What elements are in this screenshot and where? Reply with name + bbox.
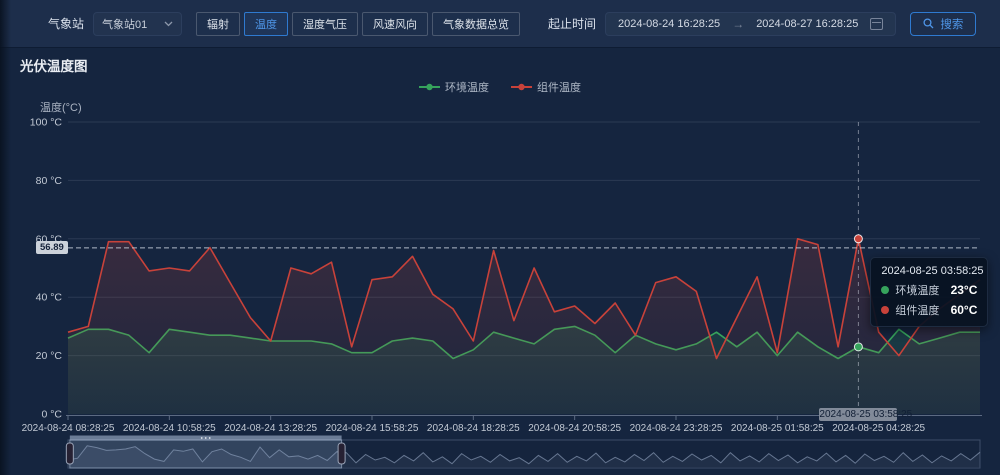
- slider-move-dot: [204, 437, 207, 439]
- date-range-picker[interactable]: 2024-08-24 16:28:25 → 2024-08-27 16:28:2…: [605, 11, 897, 36]
- x-axis-tick-label: 2024-08-24 23:28:25: [630, 423, 723, 434]
- x-axis-tick-label: 2024-08-24 10:58:25: [123, 423, 216, 434]
- y-axis-tick-label: 40 °C: [36, 292, 63, 304]
- y-axis-tick-label: 20 °C: [36, 350, 63, 362]
- header-tab-3[interactable]: 风速风向: [362, 11, 429, 36]
- series-area-1: [68, 238, 980, 414]
- search-icon: [923, 18, 934, 29]
- station-select-value: 气象站01: [102, 18, 148, 31]
- range-label: 起止时间: [548, 17, 597, 31]
- y-axis-tick-label: 0 °C: [41, 409, 62, 421]
- slider-handle-left[interactable]: [65, 442, 74, 465]
- legend-item-label: 环境温度: [445, 82, 489, 94]
- x-axis-tick-label: 2024-08-25 01:58:25: [731, 423, 824, 434]
- slider-move-dot: [200, 437, 203, 439]
- chart-tooltip: 2024-08-25 03:58:25 环境温度 23°C 组件温度 60°C: [870, 257, 989, 327]
- tooltip-series-value: 60°C: [950, 303, 978, 317]
- slider-selected-window[interactable]: [69, 439, 343, 469]
- y-axis-name: 温度(°C): [40, 102, 82, 114]
- end-time-value: 2024-08-27 16:28:25: [756, 17, 859, 30]
- search-button[interactable]: 搜索: [910, 11, 977, 36]
- legend-item-1[interactable]: 组件温度: [511, 79, 581, 95]
- slider-move-dot: [208, 437, 211, 439]
- header-tab-0[interactable]: 辐射: [196, 11, 241, 36]
- x-axis-tick-label: 2024-08-25 04:28:25: [832, 423, 925, 434]
- header-tab-2[interactable]: 湿度气压: [292, 11, 359, 36]
- legend-marker-icon: [511, 83, 532, 91]
- start-time-value: 2024-08-24 16:28:25: [618, 17, 721, 30]
- slider-mini-line: [67, 445, 981, 465]
- chart-legend: 环境温度 组件温度: [0, 79, 1000, 95]
- tooltip-row-0: 环境温度 23°C: [881, 282, 977, 298]
- series-line-1: [67, 238, 981, 360]
- calendar-icon: [870, 17, 884, 30]
- chevron-down-icon: [164, 21, 173, 26]
- tooltip-series-dot: [881, 286, 890, 294]
- station-select[interactable]: 气象站01: [93, 11, 183, 36]
- legend-marker-icon: [419, 83, 440, 91]
- arrow-right-icon: →: [732, 16, 745, 31]
- hover-marker-ambient: [853, 342, 863, 352]
- slider-handle-right[interactable]: [337, 442, 346, 465]
- top-bar: 气象站 气象站01 辐射 温度 湿度气压 风速风向 气象数据总览 起止时间 2024-0…: [0, 0, 1000, 48]
- mark-line-value-label: 56.89: [36, 240, 68, 254]
- x-axis-tick-label: 2024-08-24 13:28:25: [224, 423, 317, 434]
- search-button-label: 搜索: [940, 18, 964, 31]
- tooltip-series-label: 环境温度: [895, 285, 940, 297]
- header-tab-4[interactable]: 气象数据总览: [432, 11, 521, 36]
- y-axis-tick-label: 100 °C: [30, 117, 63, 129]
- tooltip-series-value: 23°C: [950, 283, 978, 297]
- x-axis-tick-label: 2024-08-24 15:58:25: [326, 423, 419, 434]
- tooltip-series-dot: [881, 306, 890, 314]
- tooltip-series-label: 组件温度: [895, 305, 940, 317]
- page-title: 光伏温度图: [20, 59, 88, 74]
- tooltip-title: 2024-08-25 03:58:25: [881, 265, 984, 277]
- tooltip-row-1: 组件温度 60°C: [881, 302, 977, 318]
- y-axis-tick-label: 80 °C: [36, 175, 63, 187]
- header-tab-1[interactable]: 温度: [244, 11, 289, 36]
- slider-mini-area: [68, 445, 980, 467]
- x-axis-tick-label: 2024-08-24 08:28:25: [22, 423, 115, 434]
- axis-pointer-label: 2024-08-25 03:58:25: [819, 407, 913, 421]
- tab-group: 辐射 温度 湿度气压 风速风向 气象数据总览: [196, 11, 521, 36]
- x-axis-tick-label: 2024-08-24 20:58:25: [528, 423, 621, 434]
- x-axis-tick-label: 2024-08-24 18:28:25: [427, 423, 520, 434]
- station-label: 气象站: [48, 17, 85, 31]
- legend-item-label: 组件温度: [537, 82, 581, 94]
- legend-item-0[interactable]: 环境温度: [419, 79, 489, 95]
- hover-marker-component: [853, 234, 863, 244]
